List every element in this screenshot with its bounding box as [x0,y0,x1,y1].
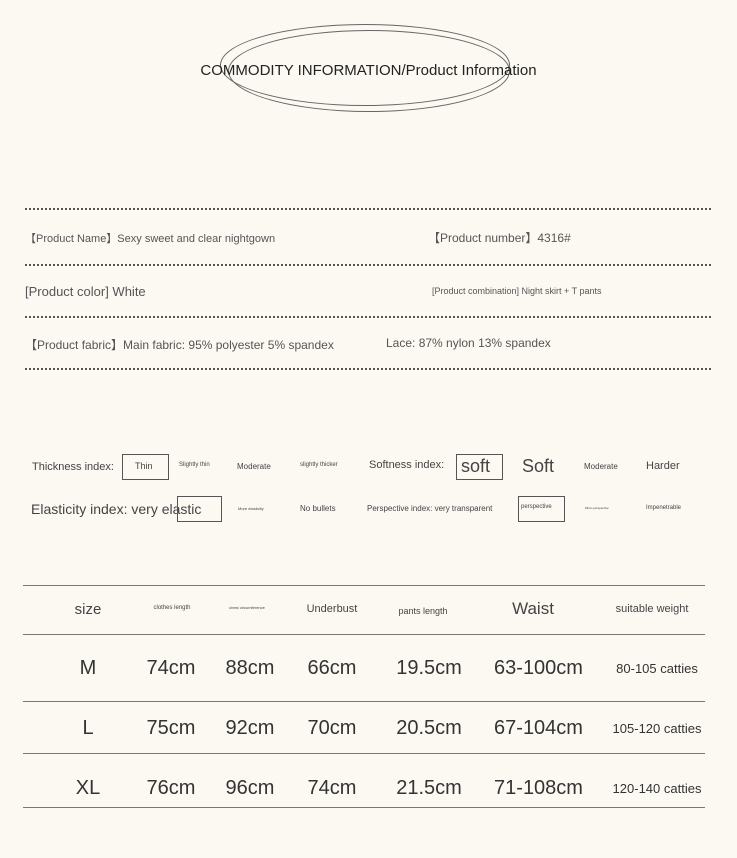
header-chest: chest circumference [229,605,265,610]
table-cell: 66cm [307,657,357,679]
table-cell: 63-100cm [494,657,583,679]
product-lace: Lace: 87% nylon 13% spandex [386,336,551,350]
table-cell: 88cm [225,657,275,679]
table-cell: 67-104cm [494,717,583,739]
softness-option: soft [461,456,491,476]
selected-box [518,496,565,522]
thickness-label: Thickness index: [32,461,114,473]
table-cell: 120-140 catties [612,781,702,796]
table-cell: 80-105 catties [616,661,698,676]
table-cell: 74cm [146,657,196,679]
softness-option: Harder [646,460,680,472]
softness-option: Moderate [584,462,618,471]
table-cell: L [82,717,94,739]
perspective-option: perspective [521,504,552,510]
table-line [23,701,705,702]
table-cell: 70cm [307,717,357,739]
table-line [23,585,705,586]
perspective-option: Impenetrable [646,505,682,511]
decor-ellipse [228,30,510,112]
header-waist: Waist [512,599,554,618]
table-line [23,634,705,635]
thickness-option: slightly thicker [300,462,338,468]
product-number: 【Product number】4316# [428,231,571,245]
table-cell: 19.5cm [396,657,462,679]
product-fabric: 【Product fabric】Main fabric: 95% polyest… [25,338,334,352]
table-cell: XL [75,777,101,799]
table-line [23,753,705,754]
elasticity-option: No bullets [300,504,336,513]
table-cell: 74cm [307,777,357,799]
table-cell: 92cm [225,717,275,739]
table-line [23,807,705,808]
table-cell: 20.5cm [396,717,462,739]
table-cell: 76cm [146,777,196,799]
softness-option: Soft [522,456,555,476]
thickness-option: Slightly thin [179,462,210,468]
product-color: [Product color] White [25,284,146,299]
table-cell: 21.5cm [396,777,462,799]
perspective-label: Perspective index: very transparent [367,504,493,513]
header-clothes-length: clothes length [153,605,191,611]
selected-box [122,454,169,480]
header-pants-length: pants length [398,606,448,616]
divider [25,368,711,370]
table-cell: 96cm [225,777,275,799]
header-size: size [74,601,102,618]
page-title: COMMODITY INFORMATION/Product Informatio… [200,62,537,79]
elasticity-option: More elasticity [238,506,264,511]
selected-box [456,454,503,480]
table-cell: 71-108cm [494,777,583,799]
thickness-option: Moderate [237,462,271,471]
table-cell: 105-120 catties [612,721,702,736]
softness-label: Softness index: [369,459,445,471]
divider [25,208,711,210]
product-name: 【Product Name】Sexy sweet and clear night… [25,233,276,245]
elasticity-label: Elasticity index: very elastic [31,501,202,517]
table-cell: 75cm [146,717,196,739]
thickness-option: Thin [135,461,153,471]
table-cell: M [79,657,97,679]
divider [25,264,711,266]
selected-box [177,496,222,522]
header-weight: suitable weight [615,603,689,615]
perspective-option: Micro-perspective [585,506,609,510]
header-underbust: Underbust [306,603,358,615]
product-combination: [Product combination] Night skirt + T pa… [432,286,602,296]
divider [25,316,711,318]
